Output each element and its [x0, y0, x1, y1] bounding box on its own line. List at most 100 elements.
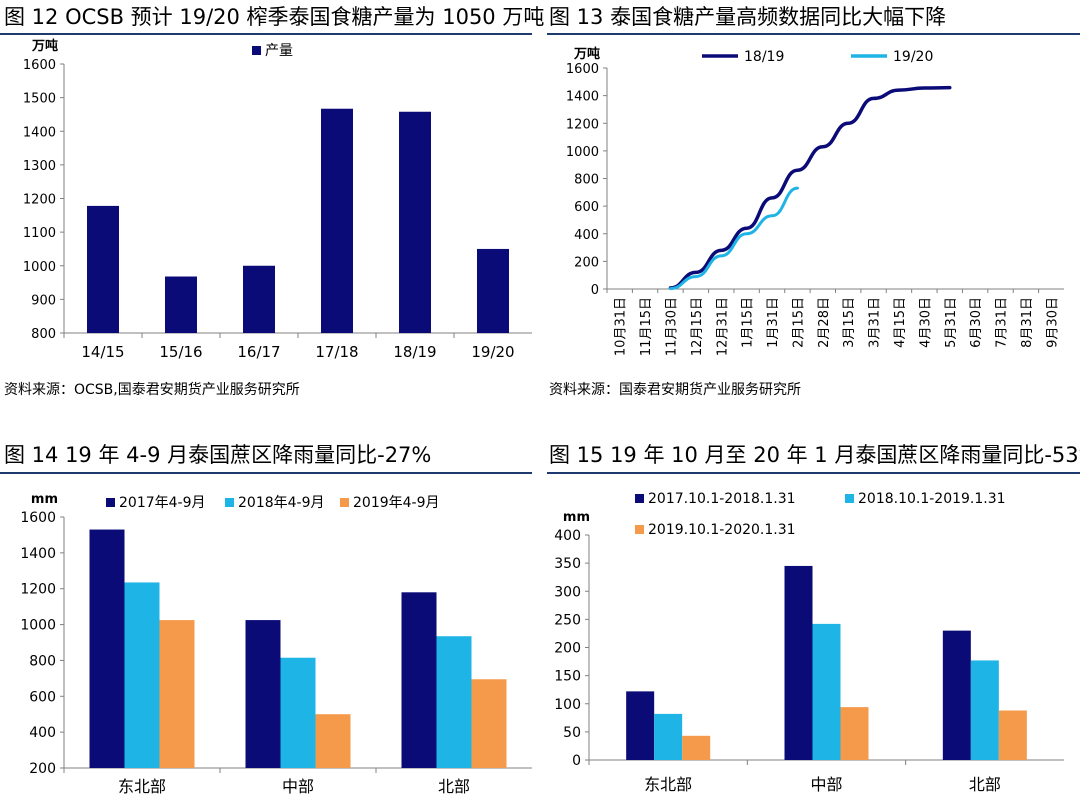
bar-3-2-0	[682, 735, 711, 760]
y-axis-unit-1: 万吨	[573, 46, 600, 62]
legend-label-0-0: 产量	[265, 43, 293, 59]
x-tick-label-2-2: 北部	[438, 777, 470, 796]
y-tick-label-2-3: 800	[29, 653, 56, 669]
x-tick-label-1-12: 4月30日	[918, 297, 933, 348]
bar-2-1-2	[436, 636, 472, 768]
y-tick-label-0-6: 1400	[23, 125, 56, 140]
y-tick-label-2-7: 1600	[20, 510, 56, 526]
bar-3-2-2	[998, 710, 1027, 760]
legend-label-1-1: 19/20	[893, 49, 933, 65]
x-tick-label-1-15: 7月31日	[995, 297, 1010, 348]
chart-source-12: 资料来源：OCSB,国泰君安期货产业服务研究所	[4, 382, 300, 398]
y-tick-label-0-8: 1600	[23, 58, 56, 73]
chart-title-12: 图 12 OCSB 预计 19/20 榨季泰国食糖产量为 1050 万吨	[4, 5, 545, 29]
x-tick-label-1-6: 1月31日	[766, 297, 781, 348]
y-tick-label-1-8: 1600	[566, 62, 599, 77]
y-tick-label-1-3: 600	[574, 200, 599, 215]
y-tick-label-1-5: 1000	[566, 145, 599, 160]
x-tick-label-1-0: 10月31日	[614, 297, 629, 356]
y-tick-label-0-2: 1000	[23, 260, 56, 275]
bar-0-0-2	[243, 265, 275, 333]
bar-3-0-1	[784, 565, 813, 760]
y-tick-label-2-5: 1200	[20, 582, 56, 598]
bar-0-0-4	[399, 111, 431, 333]
series-line-1-1	[668, 186, 799, 291]
x-tick-label-0-0: 14/15	[81, 343, 124, 361]
bar-2-0-2	[401, 592, 437, 768]
bar-2-0-0	[89, 529, 125, 768]
bar-2-2-2	[471, 679, 507, 768]
bar-3-2-1	[840, 707, 869, 760]
y-tick-label-3-7: 350	[554, 556, 581, 572]
y-tick-label-2-4: 1000	[20, 618, 56, 634]
bar-2-1-0	[124, 582, 160, 768]
bar-0-0-1	[165, 276, 197, 333]
bar-3-0-0	[626, 691, 655, 760]
y-tick-label-1-6: 1200	[566, 117, 599, 132]
legend-label-2-2: 2019年4-9月	[353, 495, 440, 511]
y-tick-label-2-6: 1400	[20, 546, 56, 562]
bar-3-1-1	[812, 623, 841, 760]
x-tick-label-0-4: 18/19	[393, 343, 436, 361]
x-tick-label-3-0: 东北部	[644, 775, 692, 794]
x-tick-label-1-5: 1月15日	[741, 297, 756, 348]
x-tick-label-2-1: 中部	[282, 777, 314, 796]
y-tick-label-0-4: 1200	[23, 193, 56, 208]
x-tick-label-0-5: 19/20	[471, 343, 514, 361]
legend-swatch-2-1	[225, 498, 234, 507]
x-tick-label-1-16: 8月31日	[1020, 297, 1035, 348]
bar-0-0-3	[321, 108, 353, 333]
y-tick-label-3-0: 0	[572, 753, 581, 769]
y-axis-unit-3: mm	[563, 510, 590, 525]
bar-2-2-1	[315, 714, 351, 768]
y-tick-label-3-5: 250	[554, 612, 581, 628]
x-tick-label-0-1: 15/16	[159, 343, 202, 361]
x-tick-label-0-2: 16/17	[237, 343, 280, 361]
y-tick-label-3-4: 200	[554, 641, 581, 657]
series-line-1-0	[668, 85, 952, 290]
y-tick-label-1-4: 800	[574, 173, 599, 188]
legend-swatch-0-0	[252, 46, 261, 55]
bar-0-0-5	[477, 248, 509, 333]
y-tick-label-3-8: 400	[554, 528, 581, 544]
bar-3-0-2	[942, 630, 971, 760]
y-tick-label-3-2: 100	[554, 697, 581, 713]
title-rule-15	[547, 472, 1080, 474]
bar-3-1-2	[970, 660, 999, 760]
x-tick-label-1-8: 2月28日	[817, 297, 832, 348]
chart-title-14: 图 14 19 年 4-9 月泰国蔗区降雨量同比-27%	[4, 443, 432, 467]
y-axis-unit-2: mm	[31, 492, 58, 507]
legend-swatch-3-1	[845, 494, 854, 503]
y-tick-label-2-1: 400	[29, 725, 56, 741]
y-tick-label-0-1: 900	[31, 293, 56, 308]
x-tick-label-3-1: 中部	[810, 775, 842, 794]
legend-label-3-1: 2018.10.1-2019.1.31	[858, 491, 1006, 507]
legend-label-3-2: 2019.10.1-2020.1.31	[648, 522, 796, 538]
y-tick-label-0-5: 1300	[23, 159, 56, 174]
x-tick-label-1-10: 3月31日	[868, 297, 883, 348]
bar-3-1-0	[654, 713, 683, 760]
x-tick-label-0-3: 17/18	[315, 343, 358, 361]
x-tick-label-1-17: 9月30日	[1045, 297, 1060, 348]
x-tick-label-1-11: 4月15日	[893, 297, 908, 348]
legend-label-1-0: 18/19	[744, 49, 784, 65]
y-axis-unit-0: 万吨	[31, 38, 58, 54]
x-tick-label-1-3: 12月15日	[690, 297, 705, 356]
legend-label-3-0: 2017.10.1-2018.1.31	[648, 491, 796, 507]
x-tick-label-1-9: 3月15日	[842, 297, 857, 348]
y-tick-label-1-1: 200	[574, 255, 599, 270]
y-tick-label-1-2: 400	[574, 228, 599, 243]
chart-title-15: 图 15 19 年 10 月至 20 年 1 月泰国蔗区降雨量同比-53%	[549, 443, 1080, 467]
y-tick-label-0-0: 800	[31, 327, 56, 342]
x-tick-label-3-2: 北部	[969, 775, 1001, 794]
bar-2-2-0	[159, 620, 195, 768]
y-tick-label-1-0: 0	[591, 283, 599, 298]
legend-label-2-0: 2017年4-9月	[119, 495, 206, 511]
chart-title-13: 图 13 泰国食糖产量高频数据同比大幅下降	[549, 5, 947, 29]
x-tick-label-1-1: 11月15日	[639, 297, 654, 356]
x-tick-label-1-2: 11月30日	[664, 297, 679, 356]
y-tick-label-1-7: 1400	[566, 90, 599, 105]
chart-source-13: 资料来源：国泰君安期货产业服务研究所	[549, 382, 801, 398]
legend-swatch-2-2	[340, 498, 349, 507]
